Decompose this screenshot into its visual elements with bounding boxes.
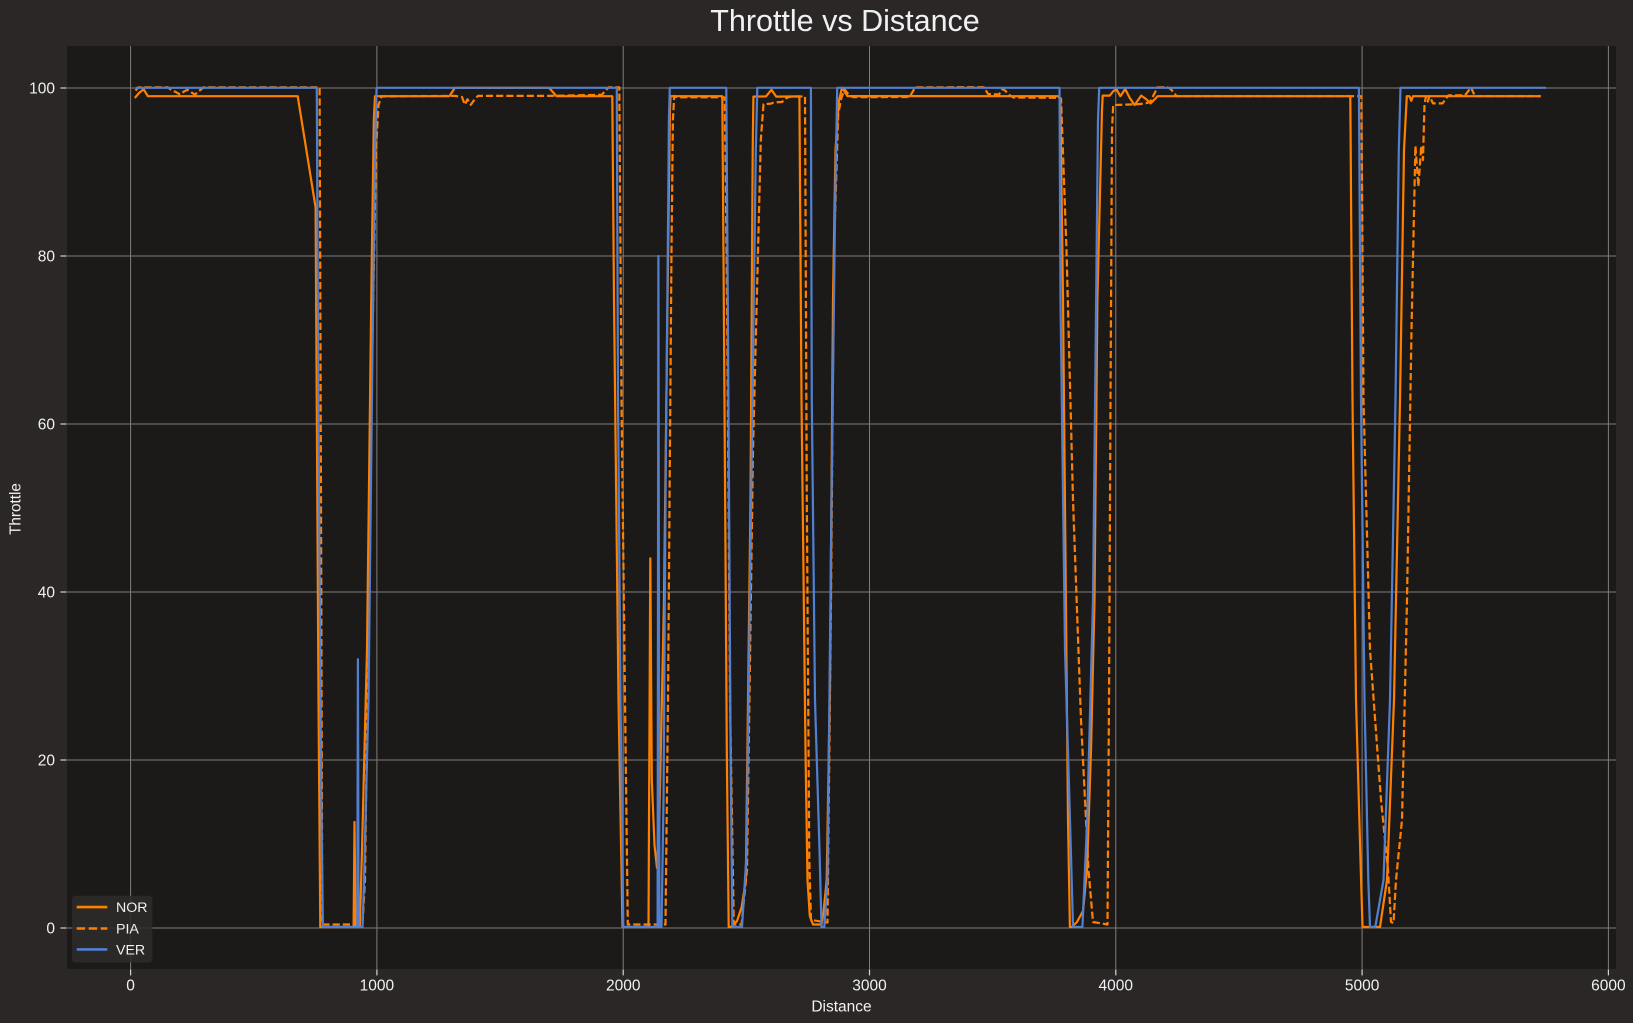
svg-text:80: 80 — [38, 248, 56, 265]
svg-text:40: 40 — [38, 584, 56, 601]
svg-text:3000: 3000 — [852, 978, 887, 995]
svg-text:20: 20 — [38, 752, 56, 769]
svg-text:0: 0 — [126, 978, 135, 995]
svg-text:NOR: NOR — [116, 900, 148, 916]
svg-text:Distance: Distance — [811, 999, 871, 1016]
svg-text:PIA: PIA — [116, 922, 139, 938]
svg-text:Throttle vs Distance: Throttle vs Distance — [710, 4, 980, 38]
svg-text:2000: 2000 — [606, 978, 641, 995]
svg-text:VER: VER — [116, 943, 145, 959]
svg-text:1000: 1000 — [360, 978, 395, 995]
svg-text:4000: 4000 — [1099, 978, 1134, 995]
svg-text:Throttle: Throttle — [8, 483, 25, 535]
svg-text:0: 0 — [46, 920, 55, 937]
svg-text:100: 100 — [29, 80, 55, 97]
svg-text:6000: 6000 — [1591, 978, 1626, 995]
svg-text:5000: 5000 — [1345, 978, 1380, 995]
svg-text:60: 60 — [38, 416, 56, 433]
